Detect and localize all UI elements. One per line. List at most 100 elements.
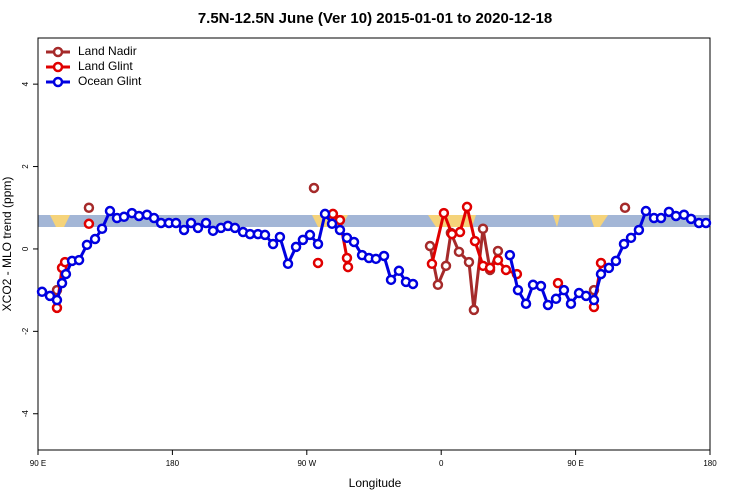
series-line <box>428 227 500 312</box>
series-point <box>274 231 286 243</box>
series-point <box>385 274 397 286</box>
x-axis-label: Longitude <box>349 476 402 490</box>
y-tick-label: 2 <box>21 164 30 169</box>
series-point <box>468 304 480 316</box>
series-point <box>580 290 592 302</box>
series-point <box>504 249 516 261</box>
series-point <box>282 258 294 270</box>
x-tick-label: 180 <box>703 459 717 468</box>
series-point <box>342 261 354 273</box>
series-point <box>595 257 607 269</box>
series-point <box>477 223 489 235</box>
series-point <box>700 217 712 229</box>
series-point <box>542 299 554 311</box>
series-point <box>500 264 512 276</box>
series-point <box>512 284 524 296</box>
series-point <box>432 279 444 291</box>
series-point <box>51 294 63 306</box>
series-point <box>426 258 438 270</box>
series-point <box>192 222 204 234</box>
y-axis-label: XCO2 - MLO trend (ppm) <box>0 177 14 312</box>
series-point <box>655 212 667 224</box>
series-point <box>290 241 302 253</box>
series-point <box>603 262 615 274</box>
series-point <box>588 294 600 306</box>
series-point <box>297 234 309 246</box>
series-point <box>178 224 190 236</box>
series-point <box>348 236 360 248</box>
series-point <box>312 238 324 250</box>
land-patch <box>553 215 560 227</box>
series-point <box>334 214 346 226</box>
series-point <box>492 254 504 266</box>
land-patch <box>50 215 70 227</box>
series-point <box>446 228 458 240</box>
series-point <box>610 255 622 267</box>
series-point <box>185 217 197 229</box>
series-point <box>565 298 577 309</box>
series-point <box>552 277 564 289</box>
series-point <box>326 218 338 230</box>
series-point <box>259 229 271 241</box>
y-tick-label: -2 <box>21 327 30 335</box>
series-point <box>267 238 279 250</box>
series-point <box>378 250 390 262</box>
series-point <box>308 182 320 194</box>
series-point <box>461 201 473 213</box>
legend-marker <box>52 76 64 88</box>
series-point <box>619 202 631 213</box>
series-point <box>527 279 539 291</box>
series-point <box>407 278 419 290</box>
legend-label: Land Glint <box>78 59 133 73</box>
series-point <box>304 229 316 241</box>
series-point <box>670 210 682 222</box>
series-point <box>200 217 212 229</box>
series-point <box>453 246 465 258</box>
series-point <box>96 223 108 235</box>
series-point <box>319 208 331 220</box>
series-point <box>550 293 562 305</box>
series-point <box>535 280 547 292</box>
series-point <box>334 224 346 236</box>
legend-marker <box>52 46 64 58</box>
series-point <box>454 226 466 238</box>
series-point <box>640 205 652 217</box>
x-tick-label: 90 E <box>567 459 583 468</box>
series-point <box>595 268 607 280</box>
series-point <box>341 252 353 264</box>
series-point <box>438 207 450 219</box>
legend-label: Ocean Glint <box>78 74 142 88</box>
series-point <box>83 202 95 213</box>
series-point <box>469 235 481 247</box>
series-point <box>558 284 570 296</box>
series-point <box>633 224 645 236</box>
series-point <box>170 217 182 229</box>
series-point <box>484 262 496 274</box>
series-point <box>393 265 405 277</box>
series <box>36 205 712 311</box>
series-point <box>81 239 93 251</box>
series-point <box>148 212 160 224</box>
legend-marker <box>52 61 64 73</box>
legend-label: Land Nadir <box>78 44 137 58</box>
x-tick-label: 90 W <box>297 459 316 468</box>
y-tick-label: -4 <box>21 410 30 418</box>
series-point <box>133 210 145 222</box>
land-patch <box>590 215 608 227</box>
series-point <box>463 256 475 268</box>
series-point <box>118 211 130 223</box>
series-point <box>36 286 48 298</box>
series-point <box>440 260 452 272</box>
x-tick-label: 0 <box>439 459 444 468</box>
series-point <box>520 298 532 309</box>
plot-frame <box>37 37 711 451</box>
series-point <box>685 213 697 225</box>
y-tick-label: 0 <box>21 246 30 251</box>
x-tick-label: 180 <box>166 459 180 468</box>
series-point <box>370 253 382 265</box>
series-point <box>56 277 68 289</box>
series-point <box>312 257 324 269</box>
series-point <box>424 240 436 252</box>
series-point <box>60 268 72 280</box>
